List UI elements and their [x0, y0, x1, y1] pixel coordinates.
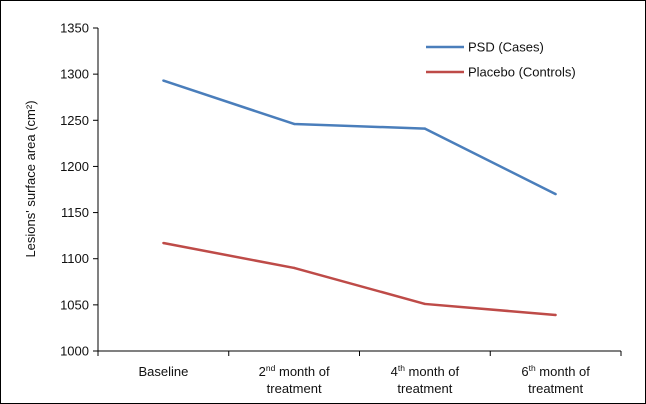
- y-axis-title: Lesions' surface area (cm²): [23, 100, 38, 257]
- series-point-1: [423, 127, 427, 130]
- y-tick-label: 1200: [60, 159, 89, 174]
- series-point-2: [423, 302, 427, 306]
- series-point-1: [554, 192, 557, 196]
- axes: 1000 1050 1100 1150 1200 1250 1300 1350 Baseline…: [60, 21, 622, 396]
- x-category-label: 2nd month of: [259, 363, 330, 379]
- series-point-2: [292, 266, 296, 270]
- y-axis-title-group: Lesions' surface area (cm²): [23, 100, 38, 257]
- series-point-1: [162, 79, 165, 82]
- x-category-label: 4th month of: [391, 363, 460, 379]
- x-category-label-line2: treatment: [397, 381, 452, 396]
- y-tick-label: 1350: [60, 21, 89, 36]
- legend: PSD (Cases) Placebo (Controls): [426, 40, 576, 80]
- legend-label: PSD (Cases): [468, 40, 544, 55]
- x-category-label: Baseline: [138, 364, 188, 379]
- legend-label: Placebo (Controls): [468, 65, 576, 80]
- x-category-label-line2: treatment: [528, 381, 583, 396]
- y-tick-label: 1250: [60, 113, 89, 128]
- series-line-1: [162, 79, 557, 196]
- y-tick-label: 1050: [60, 297, 89, 312]
- series-line-2: [163, 241, 556, 317]
- y-tick-label: 1300: [60, 67, 89, 82]
- y-tick-label: 1000: [60, 344, 89, 359]
- series-point-2: [162, 241, 165, 245]
- series-layer: [162, 79, 557, 317]
- series-point-2: [554, 313, 557, 317]
- series-point-1: [292, 122, 296, 126]
- x-category-label: 6th month of: [521, 363, 590, 379]
- y-tick-label: 1100: [61, 251, 89, 266]
- y-tick-label: 1150: [61, 205, 89, 220]
- x-category-label-line2: treatment: [267, 381, 322, 396]
